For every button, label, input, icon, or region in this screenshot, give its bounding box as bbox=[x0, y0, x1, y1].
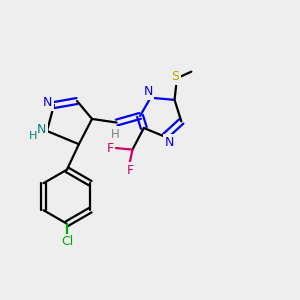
Text: F: F bbox=[106, 142, 113, 154]
Text: Cl: Cl bbox=[61, 235, 73, 248]
Text: F: F bbox=[127, 164, 134, 177]
Text: N: N bbox=[143, 85, 153, 98]
Text: H: H bbox=[28, 131, 37, 141]
Text: S: S bbox=[171, 70, 179, 83]
Text: N: N bbox=[164, 136, 174, 148]
Text: H: H bbox=[111, 128, 119, 141]
Text: N: N bbox=[43, 96, 52, 109]
Text: N: N bbox=[37, 123, 46, 136]
